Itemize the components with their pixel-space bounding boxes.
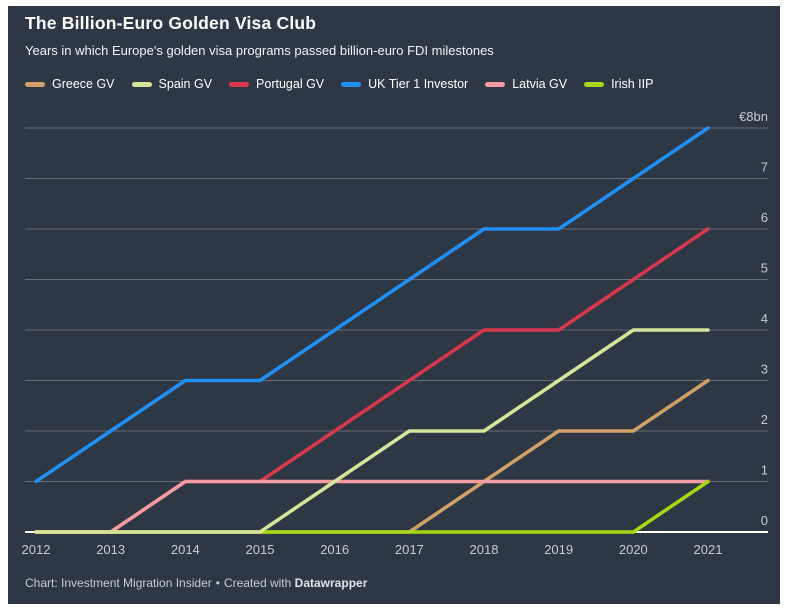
legend: Greece GV Spain GV Portugal GV UK Tier 1 In… [25, 77, 653, 91]
series-line-irish-iip [34, 479, 710, 534]
legend-swatch-icon [341, 81, 362, 87]
y-tick-label: 0 [761, 513, 768, 528]
chart-card: The Billion-Euro Golden Visa Club Years … [8, 6, 780, 604]
legend-item-latvia-gv: Latvia GV [485, 77, 567, 91]
series-line-uk-tier-1-investor [34, 126, 710, 484]
y-tick-label: €8bn [739, 109, 768, 124]
legend-item-portugal-gv: Portugal GV [229, 77, 324, 91]
y-tick-label: 2 [761, 412, 768, 427]
footer-brand: Datawrapper [294, 576, 368, 590]
y-tick-label: 6 [761, 210, 768, 225]
legend-swatch-icon [131, 81, 152, 87]
footer-created-with: Created with [223, 576, 292, 590]
y-tick-label: 1 [761, 463, 768, 478]
y-tick-label: 5 [761, 261, 768, 276]
x-tick-label: 2020 [619, 542, 648, 557]
footer-separator: • [215, 576, 220, 590]
footer-source: Chart: Investment Migration Insider [25, 576, 212, 590]
chart-title: The Billion-Euro Golden Visa Club [25, 13, 317, 33]
legend-item-uk-tier-1-investor: UK Tier 1 Investor [341, 77, 468, 91]
x-tick-label: 2017 [395, 542, 424, 557]
y-tick-label: 7 [761, 160, 768, 175]
x-tick-label: 2014 [171, 542, 200, 557]
legend-label: Greece GV [52, 77, 115, 91]
series-line-spain-gv [34, 328, 710, 534]
chart-subtitle: Years in which Europe's golden visa prog… [25, 43, 494, 58]
legend-label: Irish IIP [611, 77, 654, 91]
x-tick-label: 2012 [22, 542, 51, 557]
y-tick-label: 4 [761, 311, 768, 326]
x-tick-label: 2018 [470, 542, 499, 557]
legend-label: UK Tier 1 Investor [368, 77, 469, 91]
line-chart: 0 1 2 3 4 5 6 7 €8bn 2012 2013 2014 2015 2016 2017 2018… [22, 109, 768, 557]
y-tick-label: 3 [761, 362, 768, 377]
legend-label: Portugal GV [256, 77, 325, 91]
series-line-latvia-gv [34, 479, 710, 534]
legend-swatch-icon [229, 81, 250, 87]
chart-footer: Chart: Investment Migration Insider • Crea… [25, 576, 367, 590]
x-tick-label: 2013 [96, 542, 125, 557]
legend-label: Latvia GV [512, 77, 568, 91]
legend-swatch-icon [25, 81, 45, 87]
x-tick-label: 2019 [544, 542, 573, 557]
legend-swatch-icon [485, 81, 506, 87]
legend-item-irish-iip: Irish IIP [584, 77, 653, 91]
x-tick-label: 2015 [246, 542, 275, 557]
legend-item-greece-gv: Greece GV [25, 77, 115, 91]
legend-item-spain-gv: Spain GV [131, 77, 213, 91]
legend-swatch-icon [584, 81, 605, 87]
x-tick-label: 2021 [694, 542, 723, 557]
x-tick-label: 2016 [320, 542, 349, 557]
legend-label: Spain GV [158, 77, 213, 91]
